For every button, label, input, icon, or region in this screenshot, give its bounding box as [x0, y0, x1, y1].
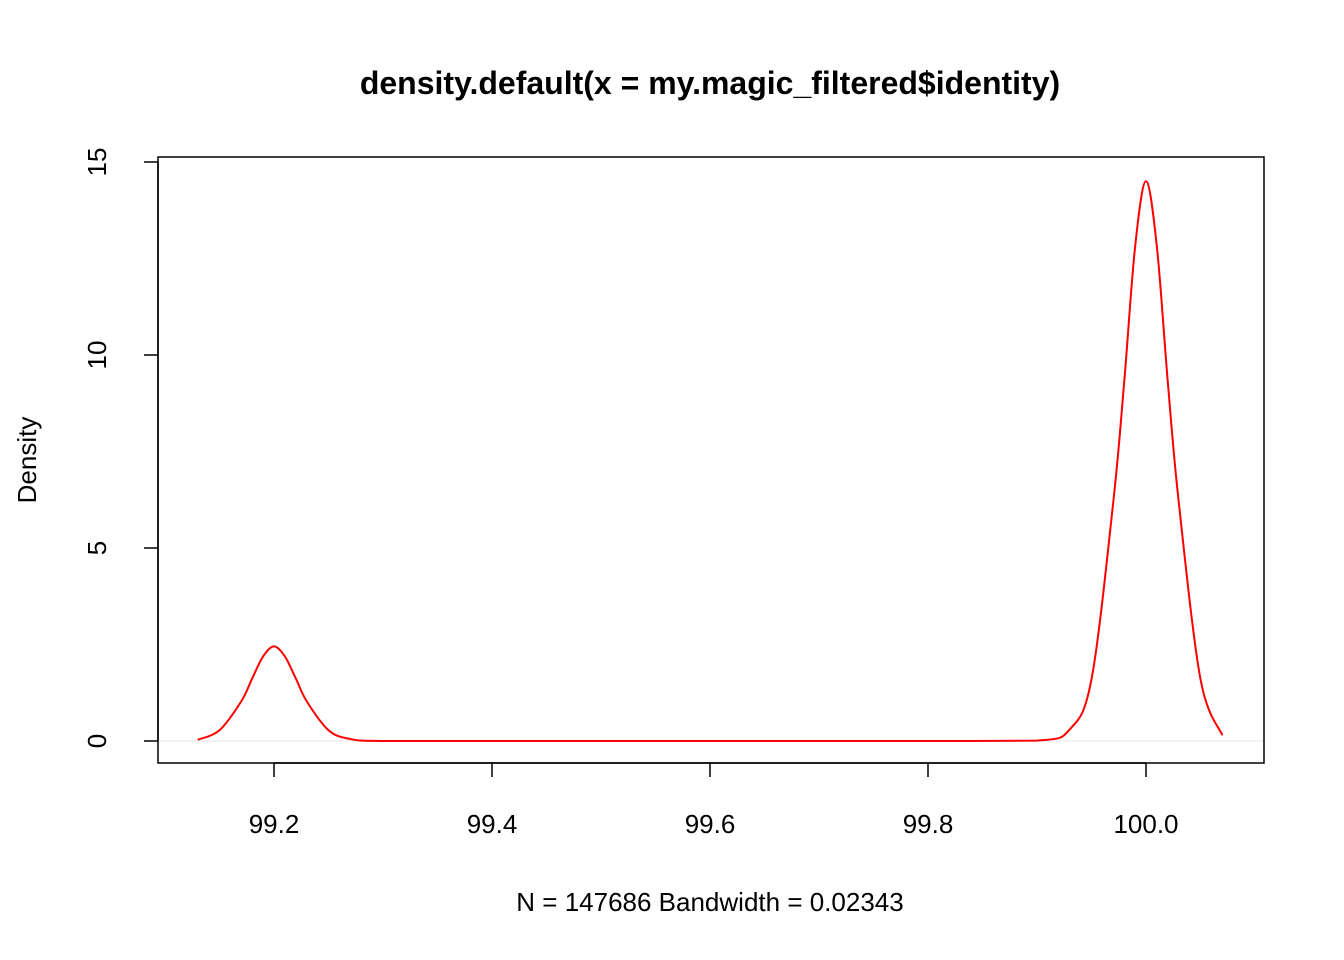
x-axis: 99.2 99.4 99.6 99.8 100.0	[249, 762, 1179, 839]
x-tick-label: 99.4	[467, 809, 518, 839]
y-tick-label: 5	[82, 541, 112, 555]
density-series-line	[197, 180, 1224, 743]
y-tick-label: 15	[82, 148, 112, 177]
x-tick-label: 99.6	[685, 809, 736, 839]
x-tick-label: 99.8	[903, 809, 954, 839]
x-tick-label: 100.0	[1113, 809, 1178, 839]
y-tick-label: 0	[82, 734, 112, 748]
y-tick-label: 10	[82, 341, 112, 370]
x-axis-label: N = 147686 Bandwidth = 0.02343	[516, 887, 903, 917]
x-tick-label: 99.2	[249, 809, 300, 839]
y-axis: 0 5 10 15	[82, 148, 159, 748]
y-axis-label: Density	[12, 417, 42, 504]
plot-frame	[157, 156, 1265, 764]
chart-title: density.default(x = my.magic_filtered$id…	[360, 65, 1060, 101]
